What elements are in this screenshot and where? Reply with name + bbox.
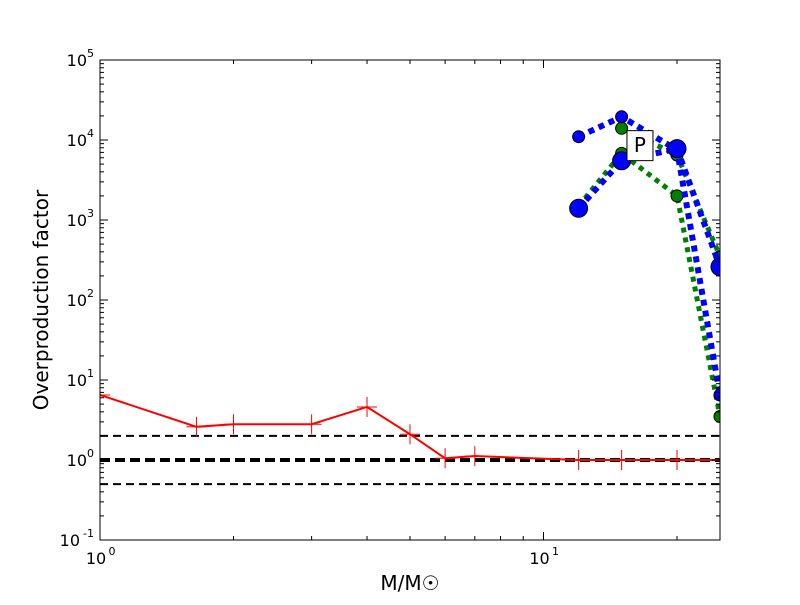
- series-2-point: [615, 121, 629, 135]
- series-4-point: [569, 198, 589, 218]
- series-0-point: [357, 396, 378, 417]
- y-tick-label-exp: -1: [83, 527, 94, 540]
- y-tick-label: 10: [67, 131, 87, 150]
- y-tick-label-exp: 1: [87, 367, 94, 380]
- y-tick-label-exp: 5: [87, 47, 94, 60]
- series-1-point: [713, 409, 720, 423]
- series-0-point: [100, 384, 110, 405]
- y-tick-label: 10: [67, 291, 87, 310]
- annotation-label: P: [634, 133, 646, 157]
- series-0-point: [667, 450, 688, 470]
- series-0-point: [568, 450, 589, 470]
- y-tick-label: 10: [67, 211, 87, 230]
- series-0-point: [435, 448, 456, 469]
- series-0-point: [186, 416, 207, 437]
- y-tick-label: 10: [60, 531, 80, 550]
- annotation-box: [626, 130, 654, 162]
- x-tick-label-exp: 1: [552, 545, 559, 558]
- series-0-point: [301, 414, 322, 435]
- y-tick-label: 10: [67, 51, 87, 70]
- series-1-point: [670, 189, 684, 203]
- series-3-point: [615, 110, 629, 124]
- ticks-layer: 10 0 10 110 -110 010 110 210 310 410 5: [60, 47, 720, 568]
- y-axis-label: Overproduction factor: [29, 189, 53, 410]
- x-axis-label: M/M☉: [380, 571, 439, 595]
- y-tick-label-exp: 4: [87, 127, 94, 140]
- x-tick-label-exp: 0: [109, 545, 116, 558]
- series-0-point: [611, 450, 632, 470]
- y-tick-label-exp: 2: [87, 287, 94, 300]
- series-0-point: [464, 446, 485, 467]
- y-tick-label-exp: 0: [87, 447, 94, 460]
- y-tick-label: 10: [67, 451, 87, 470]
- series-layer: [100, 110, 720, 470]
- series-3-point: [572, 130, 586, 144]
- x-tick-label: 10: [86, 549, 106, 568]
- y-tick-label: 10: [67, 371, 87, 390]
- annotation: P: [626, 130, 654, 162]
- series-4-point: [667, 139, 687, 159]
- y-tick-label-exp: 3: [87, 207, 94, 220]
- series-0: [100, 384, 720, 470]
- series-1-line: [576, 149, 720, 417]
- series-0-point: [223, 414, 244, 435]
- x-tick-label: 10: [529, 549, 549, 568]
- series-0-point: [400, 424, 420, 445]
- series-4-line: [576, 145, 720, 268]
